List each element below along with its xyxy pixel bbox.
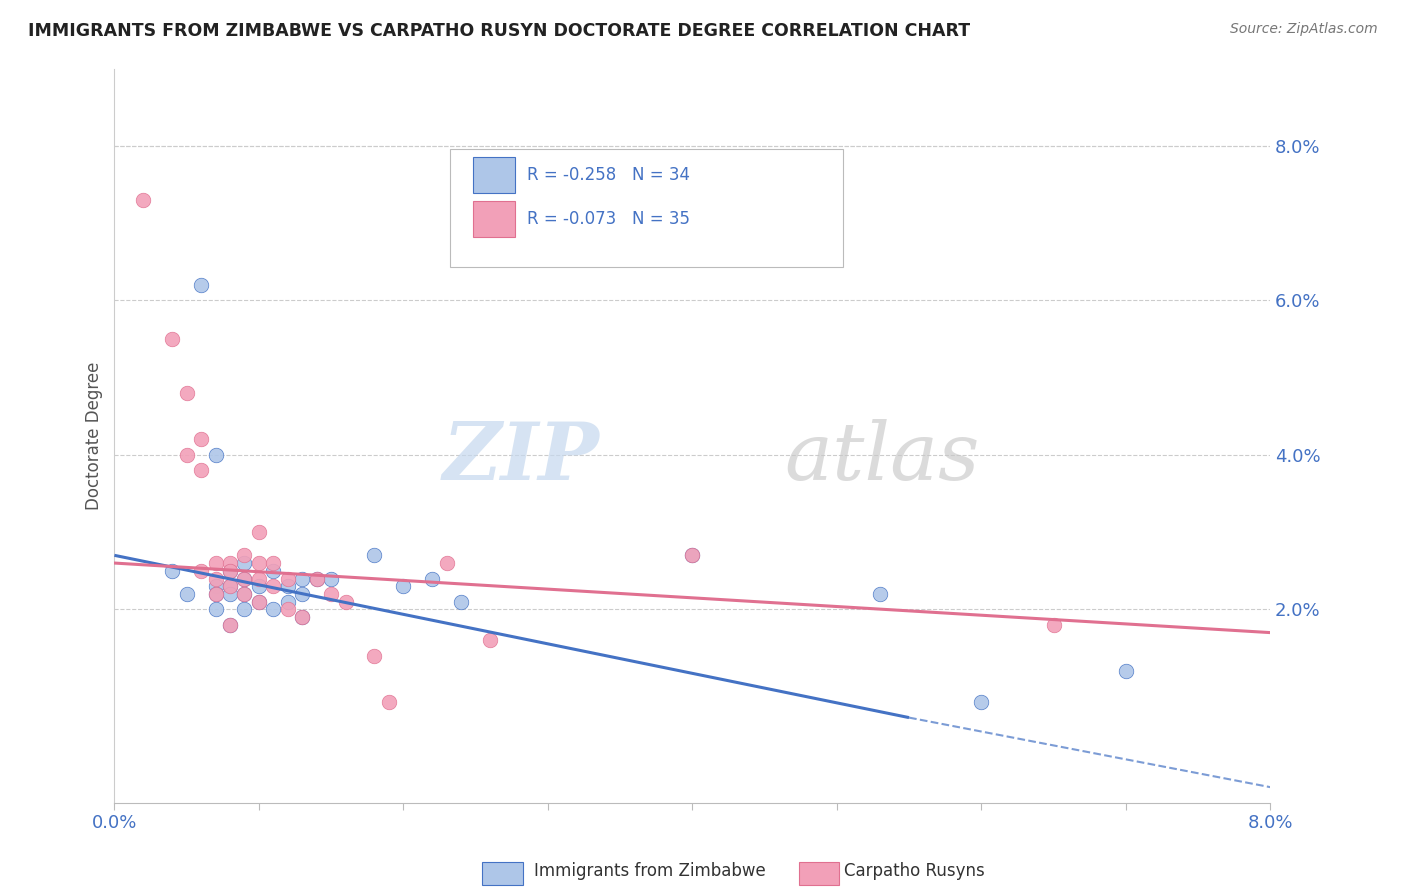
Point	[204, 587, 226, 601]
Point	[450, 595, 472, 609]
Point	[305, 572, 328, 586]
Point	[247, 595, 270, 609]
Point	[176, 587, 198, 601]
Point	[219, 564, 242, 578]
Point	[190, 433, 212, 447]
Point	[681, 549, 703, 563]
Point	[204, 602, 226, 616]
Point	[233, 587, 256, 601]
Point	[262, 579, 284, 593]
Point	[247, 579, 270, 593]
Point	[247, 525, 270, 540]
Point	[869, 587, 891, 601]
Point	[291, 610, 314, 624]
Point	[190, 277, 212, 292]
Point	[363, 648, 385, 663]
Point	[219, 579, 242, 593]
Point	[219, 556, 242, 570]
Point	[321, 587, 343, 601]
Point	[305, 572, 328, 586]
Point	[247, 556, 270, 570]
Point	[436, 556, 458, 570]
Point	[204, 448, 226, 462]
Point	[233, 587, 256, 601]
Point	[291, 572, 314, 586]
Text: Immigrants from Zimbabwe: Immigrants from Zimbabwe	[534, 862, 766, 880]
Point	[160, 332, 183, 346]
Point	[204, 587, 226, 601]
Point	[204, 579, 226, 593]
Text: Source: ZipAtlas.com: Source: ZipAtlas.com	[1230, 22, 1378, 37]
Point	[176, 448, 198, 462]
Point	[262, 564, 284, 578]
Point	[219, 618, 242, 632]
Point	[1042, 618, 1064, 632]
Text: ZIP: ZIP	[443, 419, 600, 496]
Point	[378, 695, 401, 709]
Point	[1115, 665, 1137, 679]
FancyBboxPatch shape	[472, 202, 516, 237]
Text: Carpatho Rusyns: Carpatho Rusyns	[844, 862, 984, 880]
Point	[392, 579, 415, 593]
FancyBboxPatch shape	[472, 157, 516, 194]
Point	[233, 556, 256, 570]
Point	[277, 579, 299, 593]
Point	[233, 572, 256, 586]
Point	[291, 587, 314, 601]
Point	[219, 618, 242, 632]
Point	[233, 549, 256, 563]
Text: R = -0.073   N = 35: R = -0.073 N = 35	[527, 210, 690, 228]
Point	[262, 556, 284, 570]
Point	[321, 572, 343, 586]
Point	[219, 587, 242, 601]
Point	[363, 549, 385, 563]
Point	[247, 595, 270, 609]
Y-axis label: Doctorate Degree: Doctorate Degree	[86, 361, 103, 509]
Point	[291, 610, 314, 624]
FancyBboxPatch shape	[450, 149, 842, 267]
Point	[190, 463, 212, 477]
Point	[247, 572, 270, 586]
Point	[219, 579, 242, 593]
Point	[190, 564, 212, 578]
Point	[277, 595, 299, 609]
Text: IMMIGRANTS FROM ZIMBABWE VS CARPATHO RUSYN DOCTORATE DEGREE CORRELATION CHART: IMMIGRANTS FROM ZIMBABWE VS CARPATHO RUS…	[28, 22, 970, 40]
Point	[420, 572, 443, 586]
Point	[176, 386, 198, 401]
Point	[479, 633, 502, 648]
Point	[277, 572, 299, 586]
Point	[335, 595, 357, 609]
Point	[204, 572, 226, 586]
Point	[160, 564, 183, 578]
Point	[233, 602, 256, 616]
Point	[233, 572, 256, 586]
Point	[204, 556, 226, 570]
Point	[262, 602, 284, 616]
Point	[681, 549, 703, 563]
Point	[132, 193, 155, 207]
Text: R = -0.258   N = 34: R = -0.258 N = 34	[527, 166, 690, 184]
Point	[277, 602, 299, 616]
Point	[219, 564, 242, 578]
Point	[970, 695, 993, 709]
Text: atlas: atlas	[785, 419, 980, 496]
